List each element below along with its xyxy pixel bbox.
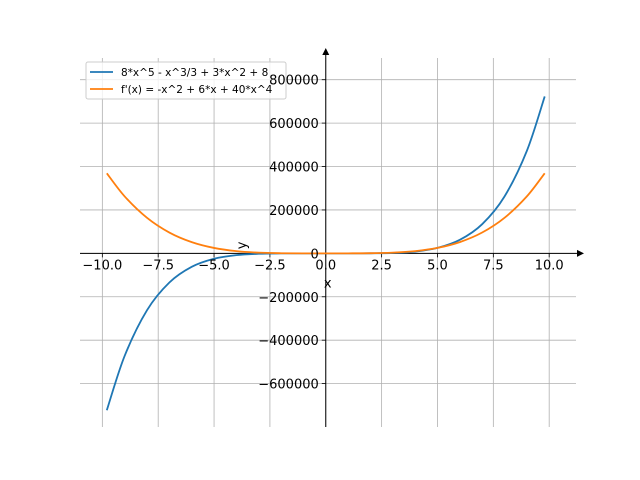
x-tick-label-3: −2.5 [254, 258, 286, 273]
y-tick-label-2: −200000 [258, 291, 319, 306]
x-axis-arrow [577, 249, 584, 257]
axes [80, 48, 584, 427]
x-tick-label-7: 7.5 [483, 258, 504, 273]
y-tick-label-5: 400000 [269, 161, 319, 176]
legend-label-series-2: f'(x) = -x^2 + 6*x + 40*x^4 [121, 84, 273, 96]
y-axis-arrow [322, 48, 330, 55]
series-lines [105, 96, 546, 411]
x-tick-label-0: −10.0 [82, 258, 122, 273]
legend-box [85, 61, 287, 100]
x-tick-label-6: 5.0 [427, 258, 448, 273]
y-tick-label-7: 800000 [269, 74, 319, 89]
x-axis-label: x [324, 276, 332, 291]
x-tick-label-2: −5.0 [198, 258, 230, 273]
x-tick-label-8: 10.0 [535, 258, 564, 273]
x-tick-label-5: 2.5 [371, 258, 392, 273]
series-line-2 [106, 172, 546, 255]
y-axis-label: y [235, 241, 250, 249]
y-tick-label-4: 200000 [269, 204, 319, 219]
y-tick-label-0: −600000 [258, 378, 319, 393]
y-tick-label-6: 600000 [269, 117, 319, 132]
legend-label-series-1: 8*x^5 - x^3/3 + 3*x^2 + 8 [121, 67, 268, 79]
x-tick-label-4: 0.0 [315, 258, 336, 273]
x-tick-label-1: −7.5 [142, 258, 174, 273]
y-tick-label-1: −400000 [258, 334, 319, 349]
tick-marks [101, 79, 550, 384]
legend: 8*x^5 - x^3/3 + 3*x^2 + 8 f'(x) = -x^2 +… [85, 61, 287, 100]
y-tick-label-3: 0 [310, 247, 318, 262]
grid-lines [80, 58, 576, 427]
